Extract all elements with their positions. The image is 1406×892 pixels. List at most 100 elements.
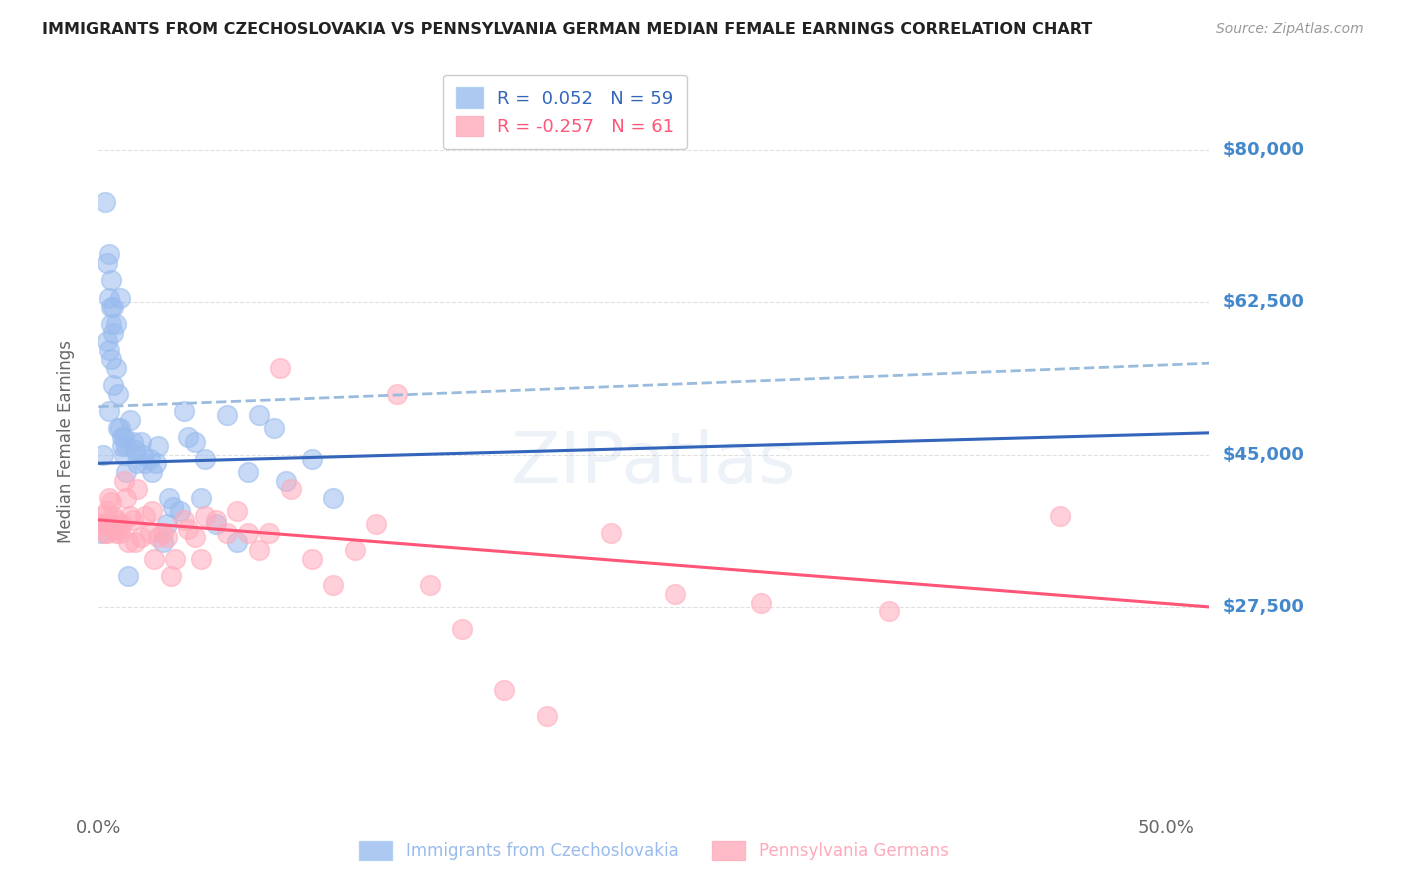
Point: [107, 386, 129, 401]
Point: [152, 534, 174, 549]
Point: [124, 534, 146, 549]
Point: [141, 465, 163, 479]
Point: [177, 430, 200, 444]
Point: [301, 452, 323, 467]
Point: [129, 434, 152, 449]
Point: [226, 534, 249, 549]
Point: [143, 552, 166, 566]
Point: [160, 569, 183, 583]
Y-axis label: Median Female Earnings: Median Female Earnings: [56, 340, 75, 543]
Point: [115, 465, 138, 479]
Point: [450, 622, 472, 636]
Text: IMMIGRANTS FROM CZECHOSLOVAKIA VS PENNSYLVANIA GERMAN MEDIAN FEMALE EARNINGS COR: IMMIGRANTS FROM CZECHOSLOVAKIA VS PENNSY…: [42, 22, 1092, 37]
Point: [418, 578, 440, 592]
Point: [98, 491, 121, 505]
Point: [90, 517, 112, 532]
Point: [236, 465, 259, 479]
Point: [115, 491, 138, 505]
Point: [269, 360, 291, 375]
Point: [107, 421, 129, 435]
Point: [117, 534, 139, 549]
Point: [152, 525, 174, 540]
Point: [111, 517, 134, 532]
Text: $45,000: $45,000: [1223, 446, 1305, 464]
Point: [124, 443, 146, 458]
Point: [134, 456, 156, 470]
Point: [169, 504, 191, 518]
Point: [96, 334, 118, 349]
Point: [121, 434, 143, 449]
Point: [120, 413, 142, 427]
Point: [157, 491, 180, 505]
Point: [263, 421, 285, 435]
Point: [94, 517, 117, 532]
Point: [173, 404, 195, 418]
Point: [536, 708, 558, 723]
Point: [141, 504, 163, 518]
Point: [104, 317, 127, 331]
Point: [173, 513, 195, 527]
Point: [664, 587, 686, 601]
Point: [98, 247, 121, 261]
Point: [91, 448, 114, 462]
Point: [138, 452, 160, 467]
Point: [103, 326, 125, 340]
Point: [190, 552, 212, 566]
Point: [112, 448, 135, 462]
Point: [94, 195, 117, 210]
Point: [322, 491, 344, 505]
Point: [108, 421, 131, 435]
Point: [749, 596, 772, 610]
Text: $62,500: $62,500: [1223, 293, 1305, 311]
Point: [108, 291, 131, 305]
Point: [190, 491, 212, 505]
Point: [194, 508, 217, 523]
Point: [494, 682, 516, 697]
Text: $27,500: $27,500: [1223, 598, 1305, 616]
Point: [129, 530, 152, 544]
Point: [145, 456, 167, 470]
Point: [215, 409, 238, 423]
Point: [148, 439, 170, 453]
Text: Source: ZipAtlas.com: Source: ZipAtlas.com: [1216, 22, 1364, 37]
Point: [107, 522, 129, 536]
Point: [120, 508, 142, 523]
Point: [156, 530, 179, 544]
Point: [226, 504, 249, 518]
Point: [115, 439, 138, 453]
Point: [103, 378, 125, 392]
Point: [125, 483, 148, 497]
Point: [280, 483, 302, 497]
Point: [96, 256, 118, 270]
Point: [877, 604, 900, 618]
Point: [117, 569, 139, 583]
Point: [98, 343, 121, 358]
Point: [100, 317, 122, 331]
Point: [125, 456, 148, 470]
Point: [98, 517, 121, 532]
Point: [205, 513, 228, 527]
Point: [100, 495, 122, 509]
Point: [96, 504, 118, 518]
Point: [100, 273, 122, 287]
Point: [104, 360, 127, 375]
Point: [98, 404, 121, 418]
Point: [100, 517, 122, 532]
Point: [165, 552, 187, 566]
Point: [100, 351, 122, 366]
Point: [156, 517, 179, 532]
Point: [194, 452, 217, 467]
Point: [132, 448, 155, 462]
Point: [322, 578, 344, 592]
Point: [600, 525, 623, 540]
Point: [100, 300, 122, 314]
Point: [259, 525, 281, 540]
Point: [103, 508, 125, 523]
Point: [247, 409, 270, 423]
Point: [96, 525, 118, 540]
Point: [183, 530, 205, 544]
Point: [366, 517, 388, 532]
Point: [1049, 508, 1071, 523]
Point: [205, 517, 228, 532]
Point: [90, 525, 112, 540]
